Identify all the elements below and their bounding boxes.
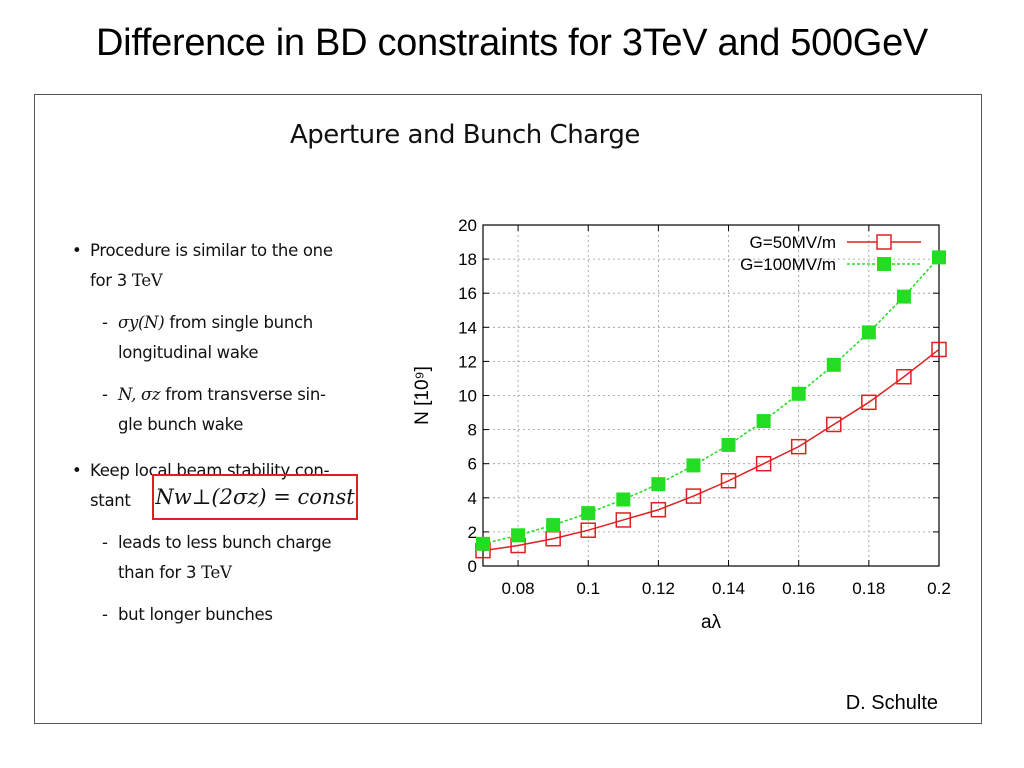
sub-bullet-text: N, σz from transverse sin- <box>118 385 326 404</box>
dash-icon: - <box>102 385 108 404</box>
x-tick-label: 0.2 <box>927 579 951 598</box>
y-tick-label: 4 <box>468 489 477 508</box>
data-point <box>826 416 842 433</box>
sub-bullet-text: longitudinal wake <box>118 343 259 362</box>
legend-marker-icon <box>876 234 892 250</box>
y-tick-label: 20 <box>458 216 477 235</box>
dash-icon: - <box>102 533 108 552</box>
dash-icon: - <box>102 313 108 332</box>
panel-title: Aperture and Bunch Charge <box>290 120 640 150</box>
data-point <box>685 488 702 504</box>
x-tick-label: 0.14 <box>712 579 745 598</box>
data-point <box>616 492 631 507</box>
data-point <box>755 455 772 472</box>
bullet-text: stant <box>90 491 131 510</box>
data-point <box>511 528 526 543</box>
author-credit: D. Schulte <box>845 692 938 714</box>
chart-axes: 0.08 0.1 0.12 0.14 0.16 0.18 0.2 0 2 4 6 8 10 12 14 16 1… <box>458 216 951 598</box>
data-point <box>790 438 807 455</box>
formula-highlight-box: Nw⊥(2σz) = const <box>152 474 358 520</box>
y-tick-label: 8 <box>468 421 477 440</box>
y-tick-label: 6 <box>468 455 477 474</box>
legend-marker-icon <box>877 257 891 271</box>
sub-bullet-text: but longer bunches <box>118 605 273 624</box>
legend-label: G=100MV/m <box>740 255 836 274</box>
dash-icon: - <box>102 605 108 624</box>
bullet-dot-icon: • <box>72 461 82 480</box>
sub-bullet-text: gle bunch wake <box>118 415 244 434</box>
bullet-list: • Procedure is similar to the one for 3 … <box>72 236 362 630</box>
data-point <box>931 341 947 358</box>
bullet-text: for 3 TeV <box>90 271 163 290</box>
data-point <box>651 477 666 492</box>
data-point <box>721 437 736 452</box>
bullet-text: Procedure is similar to the one <box>90 241 333 260</box>
y-tick-label: 2 <box>468 523 477 542</box>
sub-bullet-text: leads to less bunch charge <box>118 533 332 552</box>
series-g100 <box>476 250 946 551</box>
content-frame <box>34 94 982 724</box>
data-point <box>756 414 771 429</box>
sub-bullet-n-sigma-z: - N, σz from transverse sin- gle bunch w… <box>72 380 362 440</box>
y-tick-label: 14 <box>458 318 477 337</box>
data-point <box>896 368 912 385</box>
series-line <box>482 256 940 545</box>
bullet-procedure: • Procedure is similar to the one for 3 … <box>72 236 362 296</box>
data-point <box>861 325 876 340</box>
chart-series <box>475 250 947 559</box>
data-point <box>650 501 667 518</box>
sub-bullet-sigma-y: - σy(N) from single bunch longitudinal w… <box>72 308 362 368</box>
y-tick-label: 12 <box>458 352 477 371</box>
legend-label: G=50MV/m <box>750 233 836 252</box>
data-point <box>896 289 911 304</box>
data-point <box>615 512 632 528</box>
sub-bullet-text: than for 3 TeV <box>118 563 232 582</box>
data-point <box>826 357 841 372</box>
x-axis-label: aλ <box>701 612 722 633</box>
data-point <box>686 458 701 473</box>
sub-bullet-text: σy(N) from single bunch <box>118 313 313 332</box>
y-axis-label: N [10⁹] <box>412 366 433 425</box>
y-tick-label: 10 <box>458 387 477 406</box>
bunch-charge-chart: 0.08 0.1 0.12 0.14 0.16 0.18 0.2 0 2 4 6 8 10 12 14 16 1… <box>412 216 951 633</box>
x-tick-label: 0.1 <box>576 579 600 598</box>
slide-title: Difference in BD constraints for 3TeV an… <box>96 22 928 64</box>
x-tick-label: 0.16 <box>782 579 815 598</box>
y-tick-label: 0 <box>468 557 477 576</box>
data-point <box>581 506 596 521</box>
data-point <box>580 522 596 538</box>
chart-legend: G=50MV/m G=100MV/m <box>740 233 921 274</box>
formula-text: Nw⊥(2σz) = const <box>155 485 355 509</box>
bullet-dot-icon: • <box>72 241 82 260</box>
data-point <box>861 394 877 411</box>
data-point <box>932 250 946 265</box>
y-tick-label: 18 <box>458 250 477 269</box>
sub-bullet-longer-bunches: - but longer bunches <box>72 600 362 630</box>
x-tick-label: 0.08 <box>502 579 535 598</box>
x-tick-label: 0.18 <box>852 579 885 598</box>
x-tick-label: 0.12 <box>642 579 675 598</box>
sub-bullet-less-charge: - leads to less bunch charge than for 3 … <box>72 528 362 588</box>
data-point <box>720 473 737 489</box>
data-point <box>791 386 806 401</box>
data-point <box>476 536 490 551</box>
y-tick-label: 16 <box>458 284 477 303</box>
series-line <box>482 348 940 552</box>
data-point <box>546 518 561 533</box>
